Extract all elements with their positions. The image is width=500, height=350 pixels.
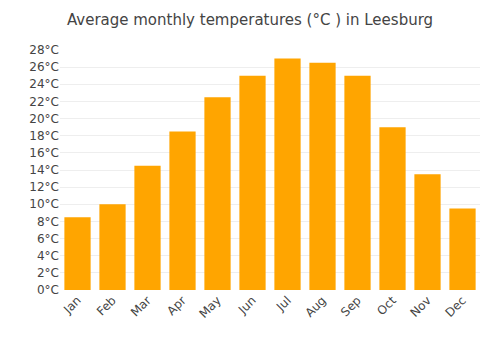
svg-text:24°C: 24°C (29, 77, 59, 91)
svg-text:28°C: 28°C (29, 43, 59, 57)
svg-text:26°C: 26°C (29, 60, 59, 74)
svg-text:2°C: 2°C (37, 266, 59, 280)
svg-text:12°C: 12°C (29, 180, 59, 194)
svg-text:16°C: 16°C (29, 146, 59, 160)
svg-text:Feb: Feb (94, 293, 119, 318)
svg-text:Dec: Dec (443, 293, 469, 319)
svg-text:10°C: 10°C (29, 197, 59, 211)
svg-text:Sep: Sep (338, 293, 364, 319)
svg-text:May: May (196, 293, 223, 320)
svg-text:Aug: Aug (302, 293, 328, 319)
svg-text:8°C: 8°C (37, 215, 59, 229)
svg-text:Average monthly temperatures (: Average monthly temperatures (°C ) in Le… (67, 11, 433, 29)
svg-text:22°C: 22°C (29, 95, 59, 109)
svg-text:Nov: Nov (407, 293, 433, 319)
svg-text:Apr: Apr (164, 293, 189, 318)
svg-text:Jun: Jun (235, 293, 259, 317)
svg-text:Mar: Mar (128, 293, 154, 319)
svg-text:Jan: Jan (60, 293, 84, 317)
svg-text:14°C: 14°C (29, 163, 59, 177)
svg-text:Oct: Oct (374, 293, 399, 318)
svg-text:18°C: 18°C (29, 129, 59, 143)
svg-text:20°C: 20°C (29, 112, 59, 126)
svg-text:0°C: 0°C (37, 283, 59, 297)
svg-text:4°C: 4°C (37, 249, 59, 263)
svg-text:Jul: Jul (273, 293, 294, 314)
svg-text:6°C: 6°C (37, 232, 59, 246)
